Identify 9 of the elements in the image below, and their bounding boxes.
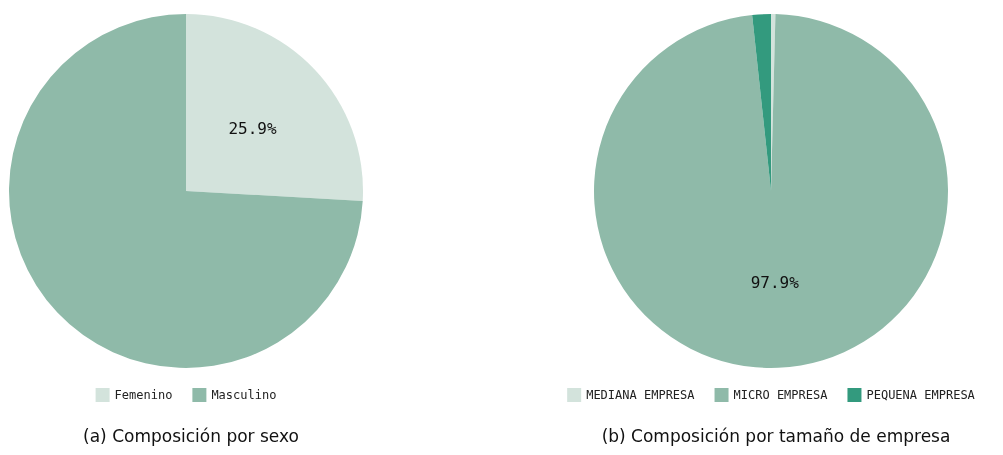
text: (b) Composición por tamaño de empresa <box>601 425 951 446</box>
legend-label: MEDIANA EMPRESA <box>586 388 696 402</box>
legend-label: Masculino <box>211 388 277 402</box>
legend-label: MICRO EMPRESA <box>733 388 829 402</box>
legend-label: PEQUENA EMPRESA <box>866 388 976 402</box>
legend-label: Femenino <box>114 388 173 402</box>
text: (a) Composición por sexo <box>83 425 299 446</box>
data-label: 97.9% <box>750 272 800 292</box>
data-label: 25.9% <box>228 118 277 138</box>
